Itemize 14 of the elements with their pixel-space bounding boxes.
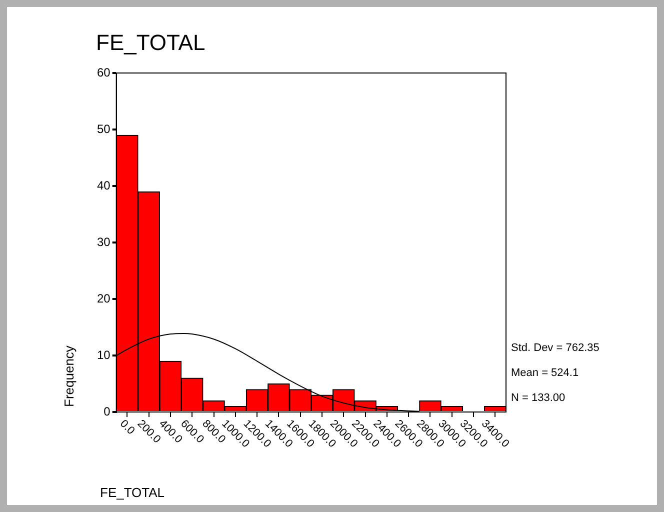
y-tick-label: 20 [96, 291, 111, 306]
y-tick-label: 40 [96, 178, 111, 192]
y-tick-label: 10 [96, 348, 111, 362]
y-tick-label: 50 [96, 122, 111, 136]
y-axis-title: Frequency [62, 345, 77, 407]
text: Mean = 524.1 [511, 367, 579, 380]
chart-title: FE_TOTAL [96, 30, 206, 55]
y-tick-label: 30 [96, 234, 111, 249]
text: Std. Dev = 762.35 [511, 342, 600, 354]
y-tick-label: 60 [96, 65, 111, 80]
x-axis-title: FE_TOTAL [100, 485, 165, 500]
text: N = 133.00 [511, 392, 566, 404]
x-tick-label: 0.0 [118, 418, 137, 438]
y-tick-label: 0 [104, 404, 111, 418]
